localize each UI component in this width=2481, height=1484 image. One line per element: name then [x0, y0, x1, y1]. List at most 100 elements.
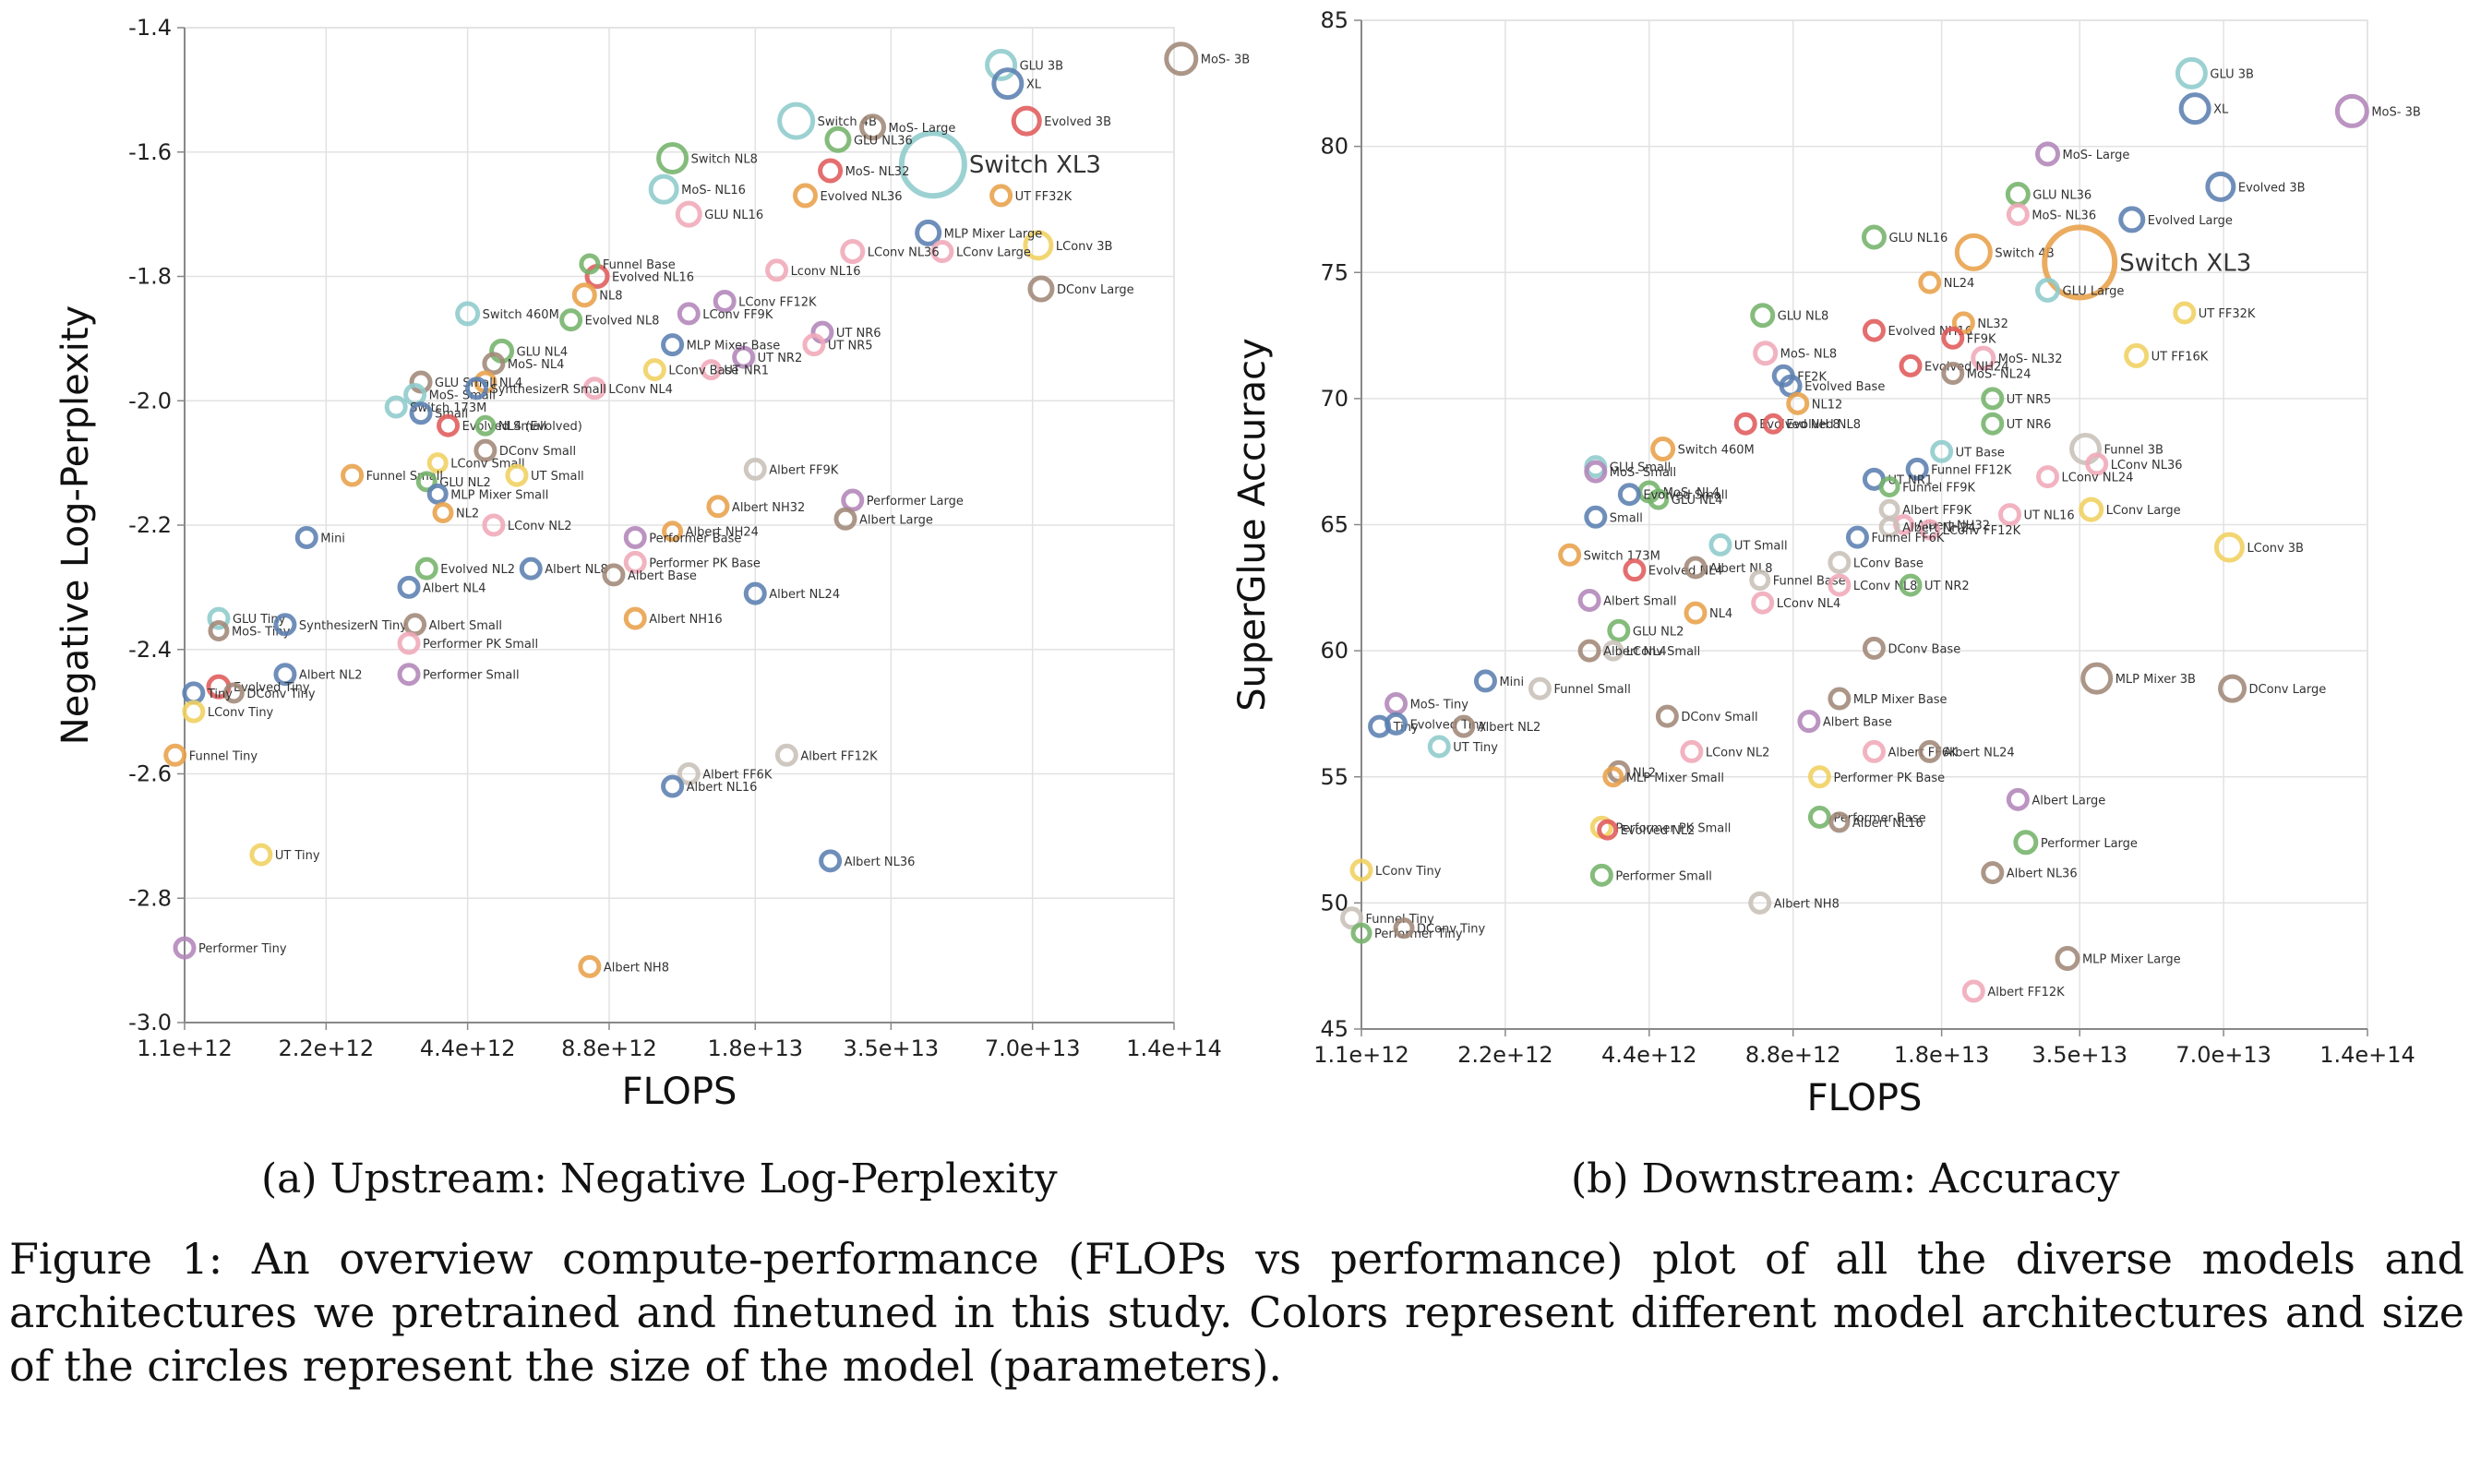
data-point-marker — [1602, 766, 1624, 788]
data-point-marker — [1919, 519, 1941, 541]
data-point-marker — [1941, 362, 1965, 386]
data-point-marker — [819, 849, 843, 873]
data-point-label: Switch XL3 — [969, 151, 1101, 179]
x-tick-label: 1.8e+13 — [707, 1035, 803, 1061]
data-point-marker — [2035, 277, 2061, 303]
data-point-label: Albert Base — [1823, 716, 1892, 730]
data-point-label: LConv FF9K — [702, 308, 773, 322]
data-point-label: Evolved NL2 — [440, 563, 515, 577]
data-point-marker — [384, 395, 408, 419]
data-point-label: UT NR6 — [2007, 418, 2052, 432]
data-point-label: GLU NL2 — [1633, 625, 1684, 639]
subcaption-b: (b) Downstream: Accuracy — [1571, 1155, 2120, 1203]
data-point-marker — [1899, 573, 1923, 597]
data-point-marker — [519, 556, 543, 580]
data-point-marker — [1023, 230, 1054, 261]
data-point-label: GLU NL36 — [2032, 189, 2091, 203]
data-point-marker — [2006, 202, 2030, 226]
x-tick-label: 8.8e+12 — [561, 1035, 657, 1061]
y-tick-label: -2.4 — [128, 637, 172, 663]
data-point-marker — [1584, 505, 1608, 529]
data-point-marker — [1981, 861, 2005, 885]
data-point-label: Performer Base — [1833, 811, 1925, 825]
data-point-label: Albert NL8 — [545, 563, 608, 577]
data-point-label: GLU NL8 — [1778, 310, 1829, 324]
data-point-marker — [1749, 569, 1771, 592]
data-point-marker — [208, 620, 230, 642]
data-point-marker — [273, 663, 297, 687]
y-tick-label: -2.0 — [128, 388, 172, 413]
data-point-marker — [700, 359, 722, 381]
data-point-marker — [182, 700, 206, 724]
data-point-label: LConv NL36 — [2111, 459, 2183, 473]
data-point-marker — [661, 333, 685, 357]
data-point-label: MoS- NL32 — [845, 165, 910, 179]
data-point-label: XL — [2213, 103, 2229, 117]
data-point-label: MLP Mixer Large — [944, 227, 1043, 241]
data-point-marker — [1011, 105, 1042, 137]
data-point-marker — [1954, 233, 1993, 271]
data-point-label: Albert Small — [429, 619, 502, 633]
data-point-label: Albert FF9K — [1902, 504, 1972, 518]
data-point-marker — [1748, 891, 1772, 915]
data-point-label: LConv Base — [1853, 556, 1924, 570]
data-point-marker — [2080, 662, 2114, 695]
data-point-label: LConv FF12K — [738, 295, 817, 309]
data-point-label: Performer Base — [649, 532, 741, 545]
data-point-label: GLU NL36 — [854, 134, 913, 148]
data-point-label: GLU 3B — [2210, 67, 2254, 81]
data-point-marker — [437, 413, 461, 437]
data-point-marker — [1602, 640, 1624, 662]
data-point-label: DConv Base — [1888, 642, 1960, 656]
y-tick-label: 60 — [1320, 638, 1348, 664]
data-point-label: Tiny — [207, 688, 233, 701]
data-point-label: GLU NL2 — [439, 476, 491, 490]
data-point-label: UT Tiny — [1453, 741, 1498, 755]
data-point-marker — [1878, 516, 1900, 538]
data-point-label: Albert FF12K — [1987, 986, 2065, 999]
data-point-label: DConv Large — [1057, 283, 1134, 297]
data-point-marker — [2205, 171, 2236, 202]
data-point-label: Evolved NL8 — [1786, 418, 1861, 432]
data-point-marker — [743, 457, 767, 481]
data-point-marker — [765, 258, 789, 282]
data-point-marker — [2055, 945, 2080, 971]
data-point-marker — [273, 613, 297, 637]
data-point-marker — [602, 563, 626, 587]
data-point-marker — [1650, 437, 1676, 462]
data-point-label: LConv NL4 — [1777, 597, 1841, 611]
data-point-label: MLP Mixer 3B — [2115, 673, 2196, 687]
data-point-marker — [397, 575, 421, 599]
data-point-marker — [1680, 739, 1704, 763]
data-point-label: LConv Base — [668, 365, 738, 378]
data-point-marker — [426, 452, 449, 474]
data-point-label: UT NR2 — [1924, 580, 1970, 593]
data-point-label: Evolved NL36 — [820, 190, 902, 204]
data-point-label: Albert NL24 — [769, 588, 840, 602]
data-point-marker — [1750, 303, 1776, 329]
data-point-label: Albert NH8 — [1774, 897, 1840, 911]
data-point-marker — [1951, 311, 1975, 335]
data-point-label: Evolved Large — [2148, 214, 2233, 228]
data-point-label: Albert NL24 — [1944, 746, 2015, 760]
data-point-label: Albert NL2 — [1478, 721, 1541, 735]
data-point-marker — [1340, 906, 1364, 930]
data-point-marker — [1981, 387, 2005, 411]
data-point-label: LConv Large — [2106, 504, 2181, 518]
data-point-marker — [1528, 676, 1552, 700]
data-point-label: UT NL16 — [2024, 509, 2075, 523]
data-point-label: Performer Large — [867, 495, 964, 509]
data-point-marker — [1971, 345, 1996, 371]
data-point-label: Funnel Base — [603, 258, 676, 272]
y-axis-title: SuperGlue Accuracy — [1231, 338, 1274, 712]
data-point-marker — [207, 606, 231, 630]
data-point-label: UT NR2 — [758, 352, 803, 365]
data-point-label: Small — [1610, 511, 1643, 525]
data-point-marker — [1786, 391, 1810, 415]
data-point-marker — [989, 184, 1013, 208]
data-point-marker — [1753, 341, 1779, 366]
data-point-label: Funnel Tiny — [189, 749, 258, 763]
data-point-label: MLP Mixer Small — [1626, 772, 1724, 785]
data-point-marker — [677, 302, 701, 326]
